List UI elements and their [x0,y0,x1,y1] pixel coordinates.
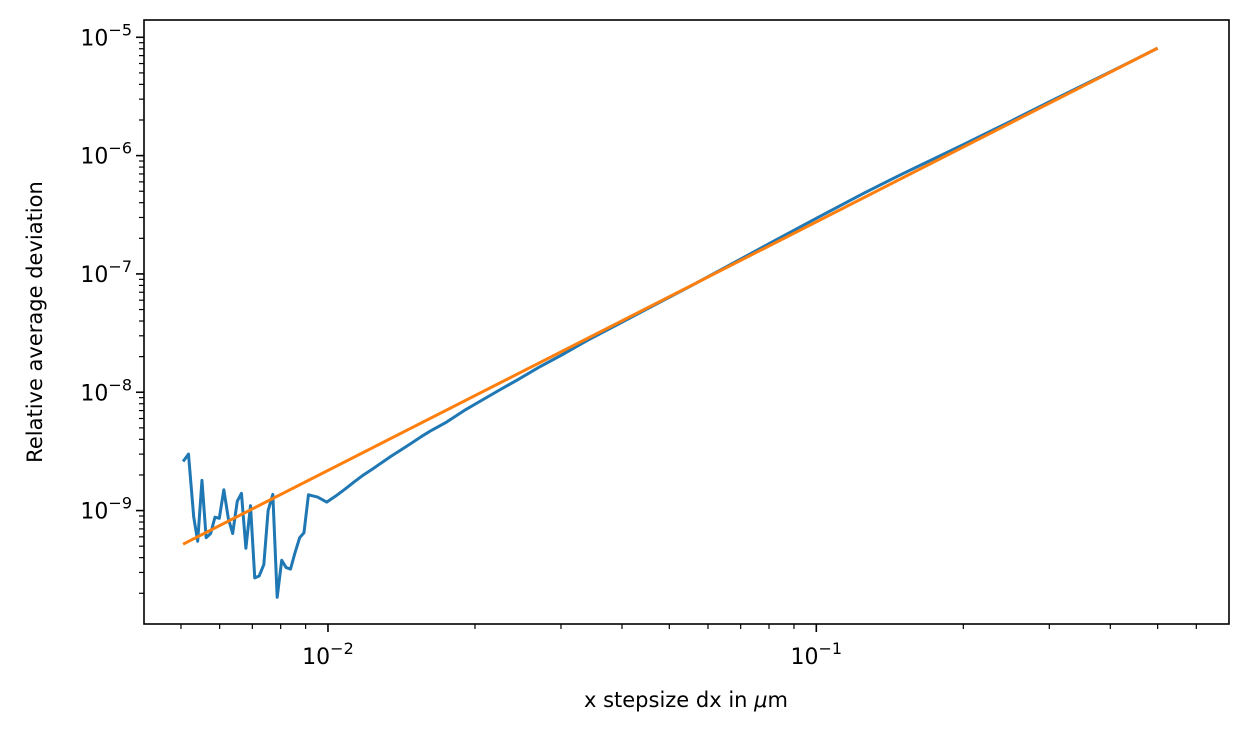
series-lines [181,46,1159,599]
plot-frame [143,19,1230,625]
x-axis-label: x stepsize dx in μm [584,688,788,712]
y-axis-label: Relative average deviation [23,181,47,463]
y-tick-label: 10−5 [80,20,132,51]
x-tick-label: 10−1 [791,639,843,670]
y-tick-label: 10−9 [80,494,132,525]
series-line-2 [182,46,1159,546]
x-tick-label: 10−2 [302,639,354,670]
tick-labels: 10−2 10−1 10−9 10−8 10−7 10−6 10−5 [80,20,842,670]
major-ticks [136,36,818,632]
y-tick-label: 10−7 [80,257,132,288]
y-tick-label: 10−8 [80,375,132,406]
y-tick-label: 10−6 [80,139,132,170]
minor-ticks [139,42,1197,629]
series-line-1 [181,46,1159,599]
